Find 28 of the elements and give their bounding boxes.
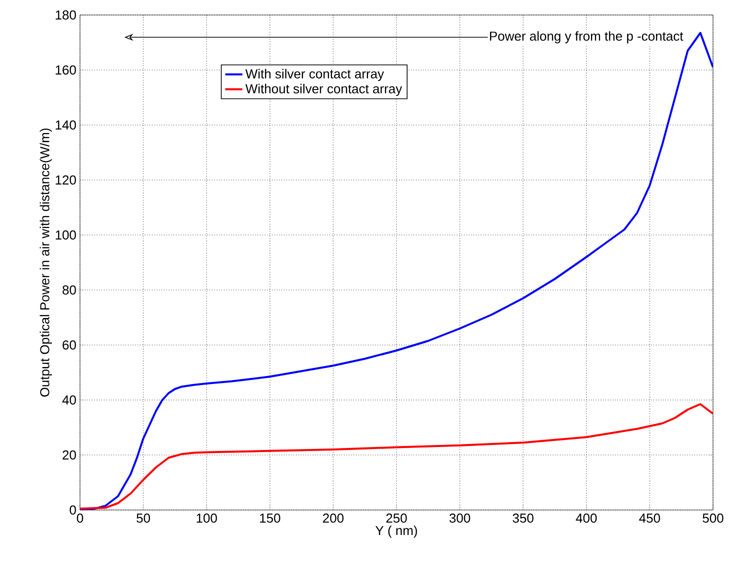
y-tick-label: 180 — [56, 10, 76, 20]
y-tick-label: 0 — [70, 505, 76, 515]
line-series — [80, 32, 714, 510]
x-axis-title: Y ( nm) — [375, 526, 417, 538]
y-tick-label: 40 — [62, 395, 76, 405]
annotation: Power along y from the p -contact — [490, 31, 684, 44]
y-tick-label: 160 — [56, 65, 76, 75]
y-tick-label: 60 — [62, 340, 76, 350]
y-axis-title: Output Optical Power in air with distance(W/m) — [40, 128, 52, 397]
x-tick-label: 200 — [323, 514, 344, 523]
y-tick-label: 120 — [56, 175, 76, 185]
y-tick-label: 140 — [56, 120, 76, 130]
x-tick-label: 0 — [76, 514, 84, 523]
legend-label: With silver contact array — [245, 68, 384, 82]
x-tick-label: 50 — [136, 514, 150, 523]
x-tick-label: 450 — [639, 514, 660, 523]
y-tick-label: 20 — [62, 450, 76, 460]
x-tick-label: 400 — [576, 514, 597, 523]
x-tick-label: 150 — [260, 514, 280, 523]
x-tick-label: 350 — [512, 514, 534, 523]
y-tick-label: 80 — [62, 285, 76, 295]
x-tick-label: 500 — [702, 514, 724, 523]
y-tick-label: 100 — [56, 230, 76, 240]
x-tick-label: 250 — [386, 514, 407, 523]
line-series — [80, 403, 714, 510]
x-tick-label: 300 — [449, 514, 470, 523]
legend-label: Without silver contact array — [245, 84, 402, 96]
x-tick-label: 100 — [196, 514, 217, 523]
